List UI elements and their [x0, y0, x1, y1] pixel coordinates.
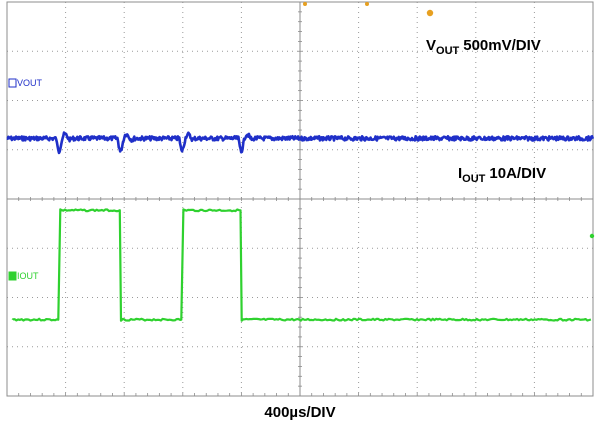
- vout-trace: [6, 131, 595, 155]
- time-scale-label: 400µs/DIV: [264, 404, 335, 421]
- vout-channel-marker: VOUT: [8, 78, 43, 88]
- vout-channel-tag: VOUT: [17, 78, 43, 88]
- iout-channel-tag: IOUT: [17, 271, 39, 281]
- trigger-marker-icon: [365, 2, 369, 6]
- iout-trigger-level-icon: [589, 233, 595, 239]
- iout-trace: [11, 208, 592, 322]
- iout-channel-marker: IOUT: [8, 271, 39, 281]
- trigger-point-icon: [426, 9, 434, 17]
- trigger-markers: [303, 2, 595, 239]
- vout-scale-label: VOUT 500mV/DIV: [426, 37, 541, 57]
- center-axes: [7, 2, 593, 396]
- iout-scale-label: IOUT 10A/DIV: [458, 165, 546, 185]
- trigger-marker-icon: [303, 2, 307, 6]
